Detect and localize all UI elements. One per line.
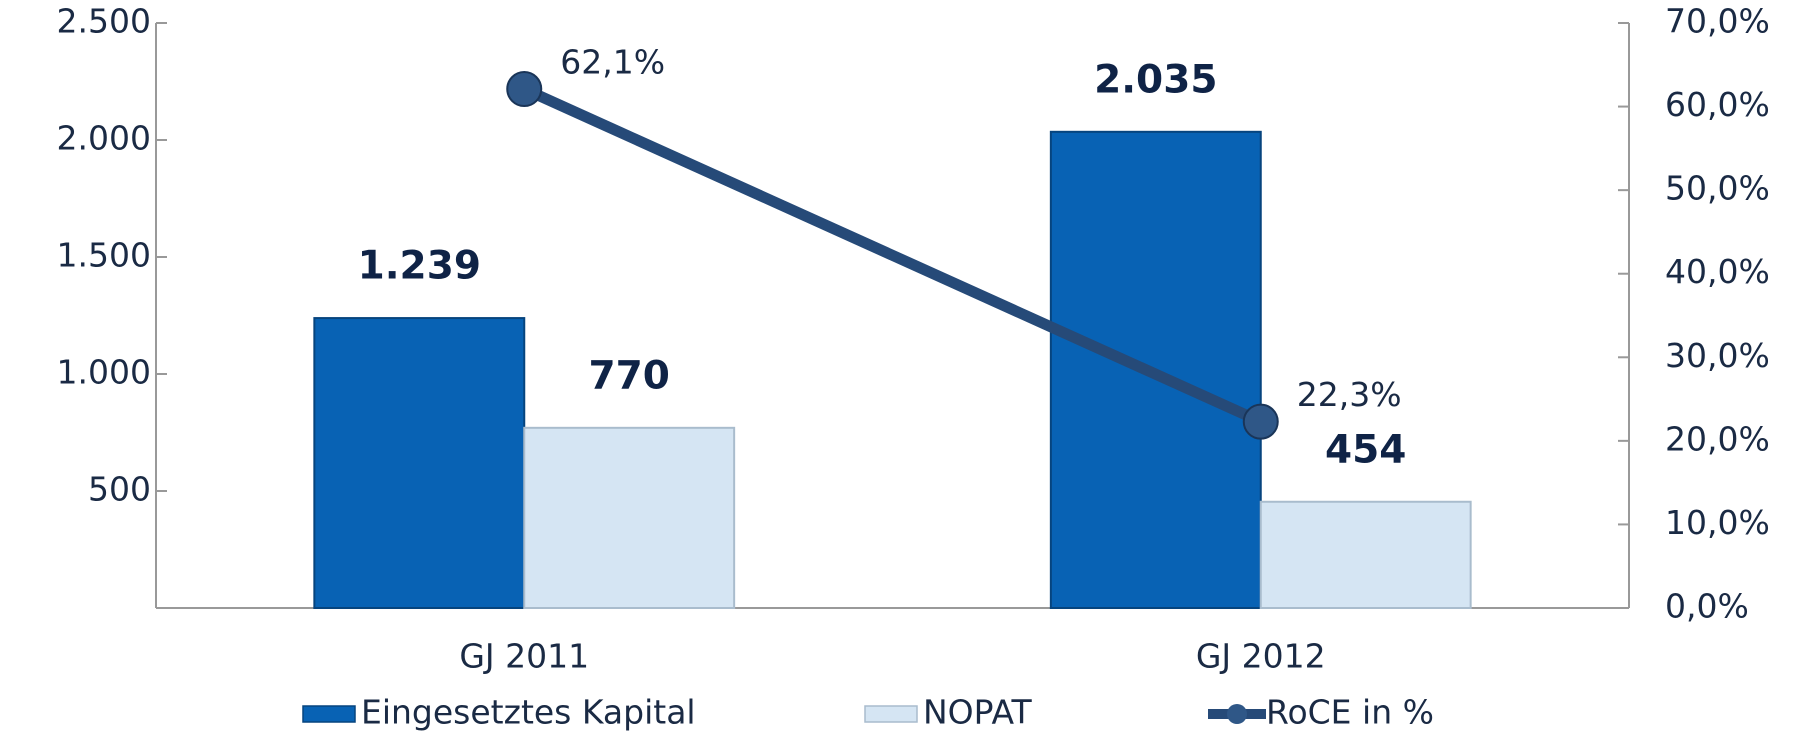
y-tick-label: 1.000 xyxy=(57,353,151,392)
legend-swatch xyxy=(864,705,918,723)
y-tick-label: 500 xyxy=(88,470,151,509)
y-tick-label: 2.000 xyxy=(57,119,151,158)
legend-label: Eingesetztes Kapital xyxy=(361,693,696,731)
data-label: 22,3% xyxy=(1297,375,1402,414)
legend-swatch xyxy=(1227,704,1247,724)
bar xyxy=(313,317,526,609)
marker xyxy=(506,71,543,108)
legend-label: RoCE in % xyxy=(1266,693,1434,731)
x-tick-label: GJ 2012 xyxy=(1196,637,1326,676)
line xyxy=(521,84,1264,427)
y2-tick-label: 40,0% xyxy=(1665,252,1770,291)
y-tick-label: 2.500 xyxy=(57,2,151,41)
data-label: 2.035 xyxy=(1094,57,1217,102)
data-label: 1.239 xyxy=(358,244,481,289)
y2-tick-label: 60,0% xyxy=(1665,85,1770,124)
x-tick-label: GJ 2011 xyxy=(459,637,589,676)
y2-tick-label: 0,0% xyxy=(1665,587,1749,626)
marker xyxy=(1242,403,1279,440)
bar xyxy=(1259,500,1472,610)
y2-tick-label: 30,0% xyxy=(1665,336,1770,375)
y2-tick-label: 20,0% xyxy=(1665,419,1770,458)
bar xyxy=(523,426,736,609)
data-label: 454 xyxy=(1325,427,1406,472)
data-label: 62,1% xyxy=(560,43,665,82)
legend-swatch xyxy=(302,705,356,723)
y2-tick-label: 50,0% xyxy=(1665,169,1770,208)
y2-tick-label: 10,0% xyxy=(1665,503,1770,542)
y-tick-label: 1.500 xyxy=(57,236,151,275)
legend-label: NOPAT xyxy=(923,693,1032,731)
data-label: 770 xyxy=(588,353,669,398)
y2-tick-label: 70,0% xyxy=(1665,2,1770,41)
